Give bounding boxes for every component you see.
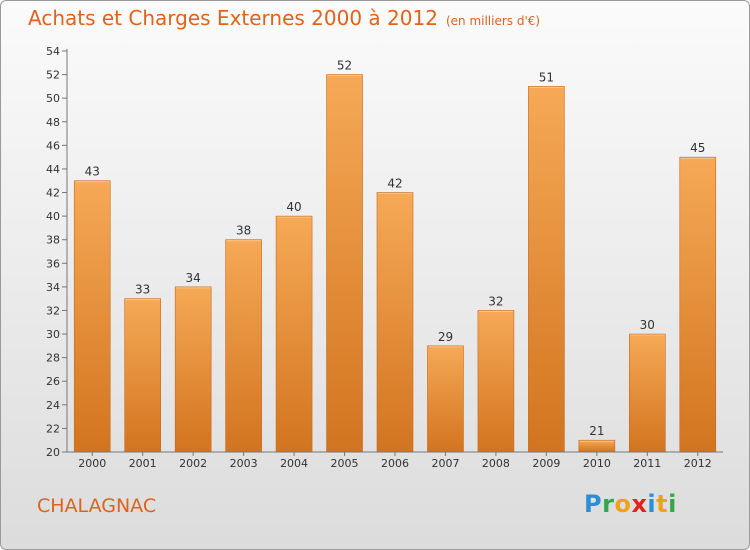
logo-letter: i — [668, 490, 677, 518]
y-axis: 20 22 24 26 28 30 32 34 36 38 40 42 44 46 48 50 52 54 — [46, 45, 68, 459]
bar — [477, 310, 515, 453]
value-label: 52 — [337, 59, 352, 73]
x-tick-label: 2006 — [381, 457, 409, 470]
y-tick-label: 36 — [46, 257, 60, 270]
bar — [578, 439, 616, 453]
logo-letter: i — [647, 490, 657, 518]
x-tick-label: 2002 — [179, 457, 207, 470]
logo-letter: x — [631, 490, 648, 518]
bar — [376, 192, 414, 453]
x-tick-label: 2012 — [684, 457, 712, 470]
x-tick-label: 2007 — [431, 457, 459, 470]
y-tick-label: 38 — [46, 234, 60, 247]
y-tick-label: 30 — [46, 328, 60, 341]
commune-name: CHALAGNAC — [37, 495, 157, 517]
value-label: 43 — [85, 165, 100, 179]
bar — [174, 286, 212, 453]
x-tick-label: 2005 — [331, 457, 359, 470]
x-tick-label: 2009 — [532, 457, 560, 470]
logo-letter: t — [656, 490, 669, 518]
chart-title: Achats et Charges Externes 2000 à 2012 (e… — [28, 6, 540, 30]
x-tick-label: 2000 — [78, 457, 106, 470]
logo-letter: P — [584, 490, 603, 518]
bar — [275, 215, 313, 453]
value-label: 30 — [640, 318, 655, 332]
x-tick-label: 2011 — [633, 457, 661, 470]
value-label: 34 — [186, 271, 201, 285]
y-tick-label: 28 — [46, 352, 60, 365]
value-label: 42 — [387, 177, 402, 191]
y-tick-label: 34 — [46, 281, 60, 294]
logo-letter: r — [602, 490, 615, 518]
bar — [679, 156, 717, 453]
y-tick-label: 40 — [46, 210, 60, 223]
chart-title-text: Achats et Charges Externes 2000 à 2012 — [28, 6, 438, 30]
y-tick-label: 54 — [46, 45, 60, 58]
x-axis: 2000 2001 2002 2003 2004 2005 2006 2007 2008 2009… — [67, 451, 723, 470]
value-label: 32 — [488, 294, 503, 308]
x-tick-label: 2004 — [280, 457, 308, 470]
y-tick-label: 26 — [46, 375, 60, 388]
bar — [326, 74, 363, 453]
bar — [629, 333, 666, 453]
value-label: 38 — [236, 224, 251, 238]
proxiti-logo: Proxiti — [584, 490, 677, 518]
bar — [225, 239, 262, 453]
value-label: 21 — [589, 424, 604, 438]
bar — [124, 298, 161, 453]
x-tick-label: 2003 — [230, 457, 258, 470]
x-tick-label: 2008 — [482, 457, 510, 470]
y-tick-label: 50 — [46, 92, 60, 105]
y-tick-label: 32 — [46, 304, 60, 317]
y-tick-label: 20 — [46, 446, 60, 459]
bars: 43 33 34 38 40 52 42 29 32 51 21 30 45 — [73, 59, 717, 453]
y-tick-label: 22 — [46, 422, 60, 435]
x-tick-label: 2001 — [129, 457, 157, 470]
y-tick-label: 52 — [46, 69, 60, 82]
bar — [528, 86, 565, 453]
value-label: 40 — [286, 200, 301, 214]
bar — [427, 345, 464, 453]
value-label: 51 — [539, 70, 554, 84]
chart-unit: (en milliers d'€) — [445, 14, 541, 28]
logo-letter: o — [614, 490, 632, 518]
y-tick-label: 24 — [46, 399, 60, 412]
y-tick-label: 46 — [46, 139, 60, 152]
y-tick-label: 42 — [46, 187, 60, 200]
value-label: 29 — [438, 330, 453, 344]
x-tick-label: 2010 — [583, 457, 611, 470]
y-tick-label: 48 — [46, 116, 60, 129]
y-tick-label: 44 — [46, 163, 60, 176]
value-label: 33 — [135, 283, 150, 297]
bar — [73, 180, 111, 453]
value-label: 45 — [690, 141, 705, 155]
